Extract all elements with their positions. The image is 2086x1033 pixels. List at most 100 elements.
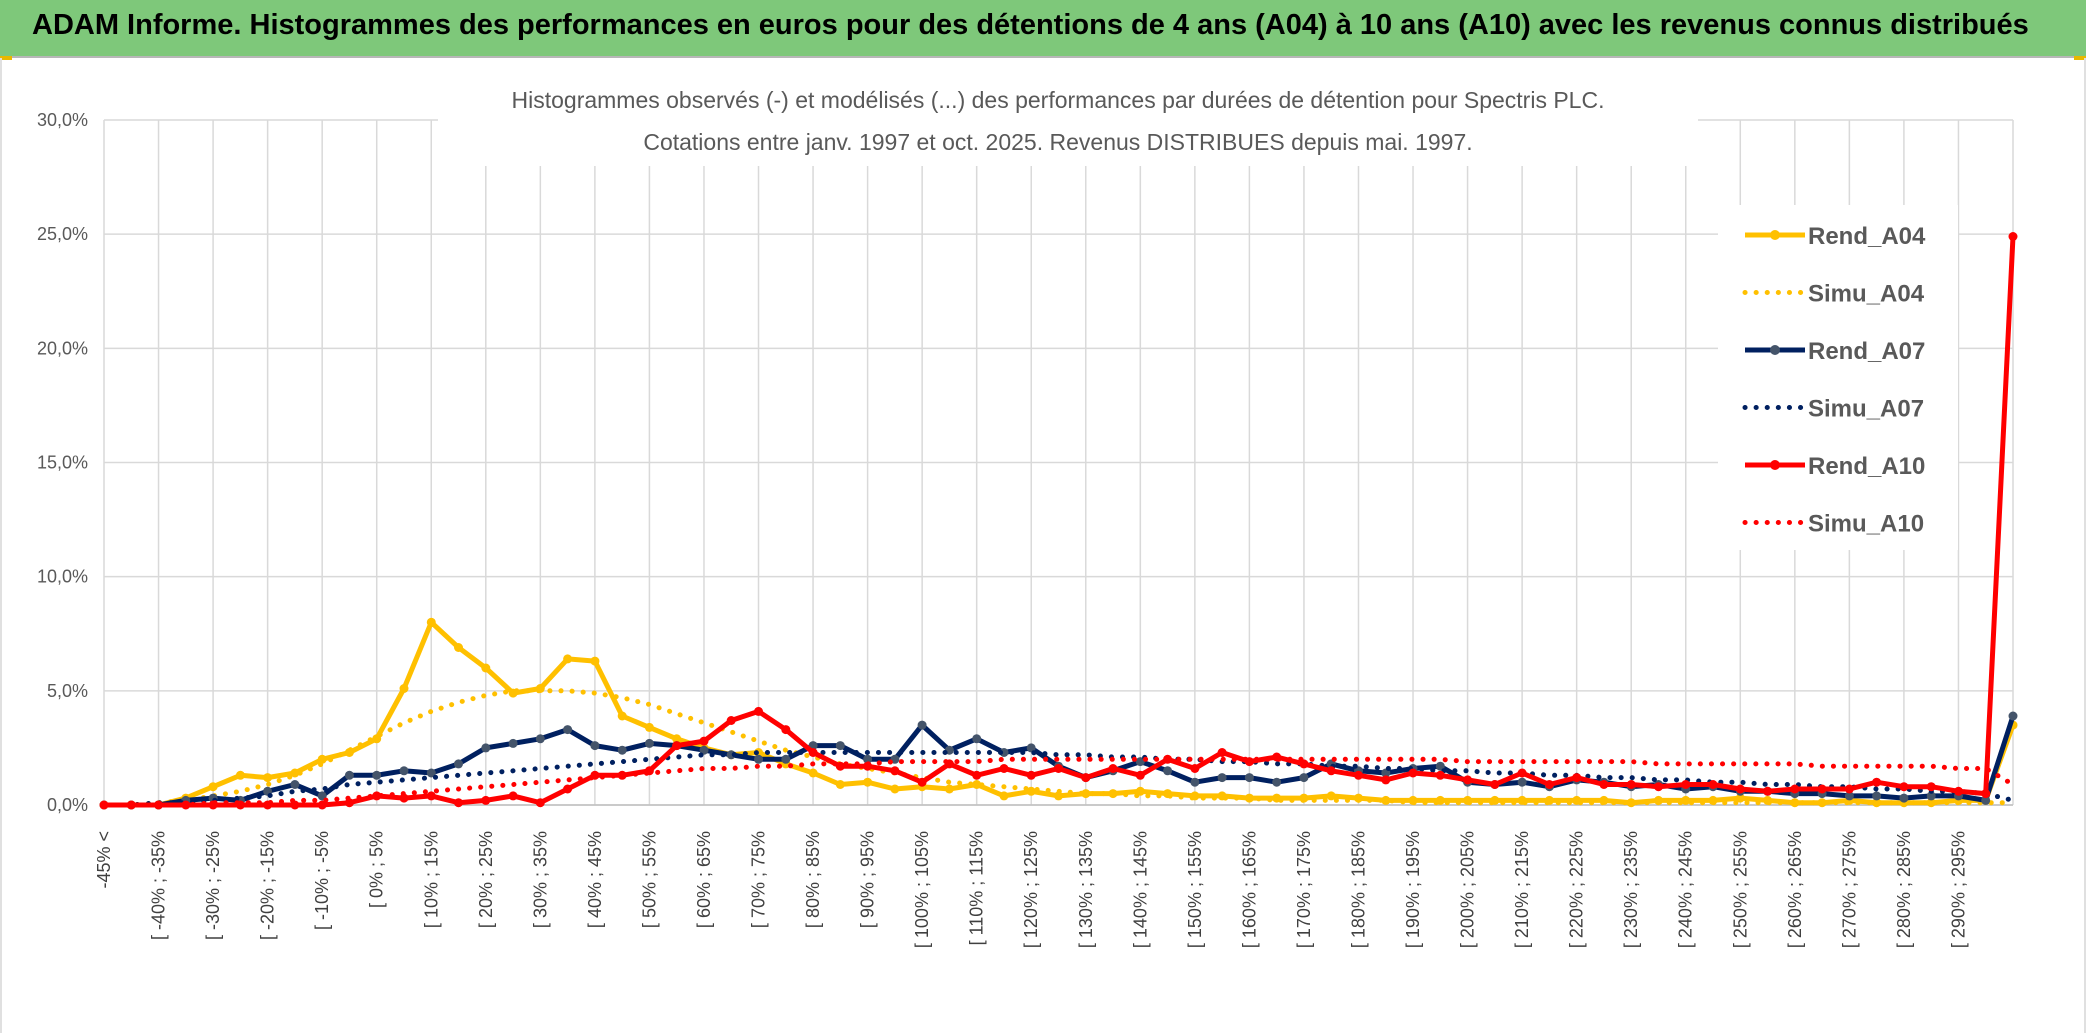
data-point xyxy=(1708,780,1718,789)
data-point xyxy=(699,745,709,755)
data-point xyxy=(944,784,954,794)
data-point xyxy=(835,761,845,771)
y-tick-label: 25,0% xyxy=(37,224,88,244)
data-point xyxy=(1135,757,1145,767)
x-tick-label: [ 40% ; 45% xyxy=(585,831,605,928)
data-point xyxy=(1872,798,1882,808)
x-tick-label: [ 180% ; 185% xyxy=(1348,831,1368,948)
legend-background xyxy=(1718,205,1958,550)
x-tick-label: [ 70% ; 75% xyxy=(749,831,769,928)
data-point xyxy=(454,759,463,769)
legend: Rend_A04 Simu_A04 Rend_A07 Simu_A07 Rend_A10… xyxy=(1718,205,1958,550)
data-point xyxy=(2008,711,2018,721)
data-point xyxy=(1572,773,1582,783)
x-tick-label: [ 60% ; 65% xyxy=(694,831,714,928)
data-point xyxy=(1790,784,1800,794)
data-point xyxy=(972,734,982,744)
legend-label: Simu_A10 xyxy=(1808,511,1924,538)
data-point xyxy=(1135,770,1145,780)
series-line-rend-a04 xyxy=(104,619,2016,808)
data-point xyxy=(454,798,463,808)
data-point xyxy=(1081,773,1091,783)
data-point xyxy=(563,654,573,664)
data-point xyxy=(181,800,191,810)
data-point xyxy=(1517,768,1527,778)
x-tick-label: [ 0% ; 5% xyxy=(367,831,387,908)
series-simu-a04 xyxy=(101,688,2016,808)
data-point xyxy=(808,748,818,757)
x-tick-label: [ 190% ; 195% xyxy=(1403,831,1423,948)
chart-subtitle: Cotations entre janv. 1997 et oct. 2025.… xyxy=(643,129,1472,155)
data-point xyxy=(890,784,900,794)
data-point xyxy=(1899,793,1909,803)
x-tick-label: [ -20% ; -15% xyxy=(258,831,278,940)
x-tick-label: [ 200% ; 205% xyxy=(1458,831,1478,948)
data-point xyxy=(808,768,818,778)
y-tick-label: 10,0% xyxy=(37,567,88,587)
data-point xyxy=(1844,791,1854,801)
data-point xyxy=(1844,784,1854,794)
x-tick-label: [ 80% ; 85% xyxy=(803,831,823,928)
data-point xyxy=(1054,764,1063,773)
legend-item-rend-a10: Rend_A10 xyxy=(1745,453,1925,480)
data-point xyxy=(781,725,791,735)
data-point xyxy=(1517,777,1527,787)
series-layer xyxy=(99,232,2018,810)
legend-item-simu-a07: Simu_A07 xyxy=(1742,396,1924,423)
data-point xyxy=(1626,780,1636,789)
chart-title: Histogrammes observés (-) et modélisés (… xyxy=(512,87,1605,113)
data-point xyxy=(1163,766,1173,776)
data-point xyxy=(1817,784,1827,794)
x-tick-label: [ 160% ; 165% xyxy=(1239,831,1259,948)
series-rend-a04 xyxy=(99,617,2018,810)
data-point xyxy=(290,780,300,789)
data-point xyxy=(835,780,845,789)
data-point xyxy=(590,741,600,751)
x-tick-label: [ 120% ; 125% xyxy=(1021,831,1041,948)
report-title: ADAM Informe. Histogrammes des performan… xyxy=(32,9,2029,41)
data-point xyxy=(290,768,300,778)
data-point xyxy=(1681,780,1691,789)
data-point xyxy=(1681,795,1691,805)
x-tick-label: [ 30% ; 35% xyxy=(530,831,550,928)
series-rend-a10 xyxy=(99,232,2018,810)
legend-item-simu-a10: Simu_A10 xyxy=(1742,511,1924,538)
data-point xyxy=(999,791,1009,801)
data-point xyxy=(672,734,682,744)
data-point xyxy=(1463,775,1473,785)
data-point xyxy=(1735,793,1745,803)
data-point xyxy=(590,656,600,666)
data-point xyxy=(1926,798,1936,808)
data-point xyxy=(890,766,900,776)
data-point xyxy=(1408,768,1418,778)
data-point xyxy=(399,766,409,776)
data-point xyxy=(1054,791,1063,801)
data-point xyxy=(317,800,327,810)
data-point xyxy=(481,743,491,753)
data-point xyxy=(2008,232,2018,241)
data-point xyxy=(426,617,436,627)
x-tick-label: [ 130% ; 135% xyxy=(1076,831,1096,948)
data-point xyxy=(1981,789,1991,799)
legend-label: Simu_A04 xyxy=(1808,281,1925,308)
data-point xyxy=(726,716,736,725)
legend-item-simu-a04: Simu_A04 xyxy=(1742,281,1925,308)
data-point xyxy=(344,770,354,780)
data-point xyxy=(535,798,545,808)
data-point xyxy=(1599,780,1609,789)
data-point xyxy=(1654,782,1663,792)
data-point xyxy=(917,777,927,787)
data-point xyxy=(1272,777,1282,787)
series-line-simu-a04 xyxy=(101,688,2016,808)
y-tick-label: 20,0% xyxy=(37,338,88,358)
data-point xyxy=(1735,784,1745,794)
data-point xyxy=(917,720,927,730)
legend-label: Simu_A07 xyxy=(1808,396,1924,423)
data-point xyxy=(1354,770,1363,780)
legend-label: Rend_A04 xyxy=(1808,223,1926,250)
data-point xyxy=(1926,782,1936,792)
data-point xyxy=(208,782,218,792)
data-point xyxy=(999,748,1009,757)
x-tick-label: [ 90% ; 95% xyxy=(858,831,878,928)
corner-mark xyxy=(0,56,12,60)
